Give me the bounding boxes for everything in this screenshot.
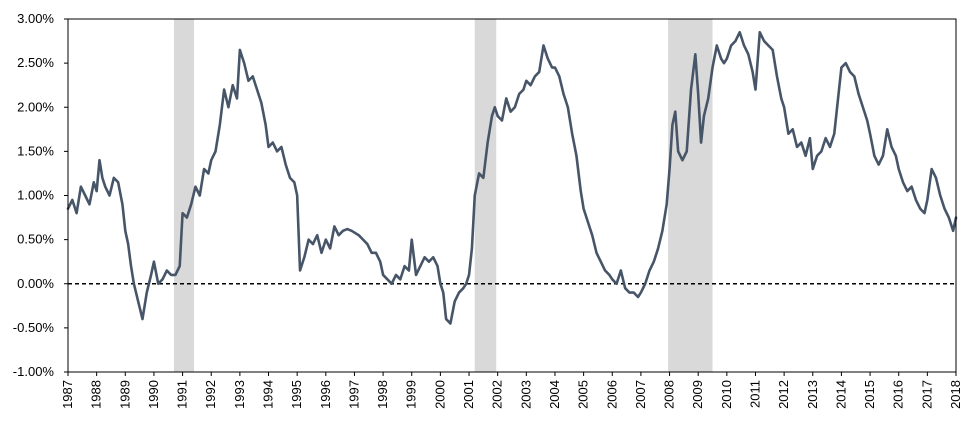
x-tick-label: 1999 [404, 380, 419, 409]
x-tick-label: 2016 [891, 380, 906, 409]
y-tick-label: 0.50% [17, 232, 54, 247]
y-tick-label: -0.50% [13, 320, 55, 335]
x-tick-label: 2014 [833, 380, 848, 409]
x-tick-label: 2006 [604, 380, 619, 409]
recession-bands [173, 19, 713, 372]
x-tick-label: 1989 [117, 380, 132, 409]
x-tick-label: 2000 [432, 380, 447, 409]
x-tick-label: 2001 [461, 380, 476, 409]
x-tick-label: 2010 [719, 380, 734, 409]
y-tick-label: 3.00% [17, 11, 54, 26]
x-tick-label: 1988 [89, 380, 104, 409]
y-tick-label: 1.00% [17, 188, 54, 203]
series-line [66, 30, 958, 325]
x-tick-label: 2002 [490, 380, 505, 409]
x-tick-label: 2004 [547, 380, 562, 409]
recession-band [668, 19, 713, 372]
x-tick-label: 2013 [805, 380, 820, 409]
recession-band [173, 19, 195, 372]
x-tick-label: 1996 [318, 380, 333, 409]
x-tick-label: 2005 [576, 380, 591, 409]
x-tick-label: 1995 [289, 380, 304, 409]
x-tick-label: 1987 [60, 380, 75, 409]
x-tick-label: 1997 [346, 380, 361, 409]
x-tick-label: 1991 [175, 380, 190, 409]
y-tick-label: -1.00% [13, 364, 55, 379]
y-tick-label: 1.50% [17, 143, 54, 158]
x-tick-label: 1993 [232, 380, 247, 409]
recession-band [474, 19, 497, 372]
x-tick-label: 2007 [633, 380, 648, 409]
x-axis-ticks: 1987 1988 1989 1990 1991 1992 1993 1994 1995 1996… [60, 372, 963, 409]
x-tick-label: 2012 [776, 380, 791, 409]
x-tick-label: 2018 [948, 380, 963, 409]
x-tick-label: 1992 [203, 380, 218, 409]
x-tick-label: 2008 [662, 380, 677, 409]
x-tick-label: 2003 [518, 380, 533, 409]
x-tick-label: 1994 [261, 380, 276, 409]
y-tick-label: 2.50% [17, 55, 54, 70]
x-tick-label: 2017 [919, 380, 934, 409]
y-axis-ticks: 3.00% 2.50% 2.00% 1.50% 1.00% 0.50% 0.00% -0.50… [13, 11, 68, 379]
y-tick-label: 2.00% [17, 99, 54, 114]
x-tick-label: 1998 [375, 380, 390, 409]
series-lines [66, 30, 958, 325]
x-tick-label: 2009 [690, 380, 705, 409]
x-tick-label: 1990 [146, 380, 161, 409]
plot-frame [67, 18, 957, 373]
x-tick-label: 2011 [747, 380, 762, 408]
x-tick-label: 2015 [862, 380, 877, 409]
y-tick-label: 0.00% [17, 276, 54, 291]
